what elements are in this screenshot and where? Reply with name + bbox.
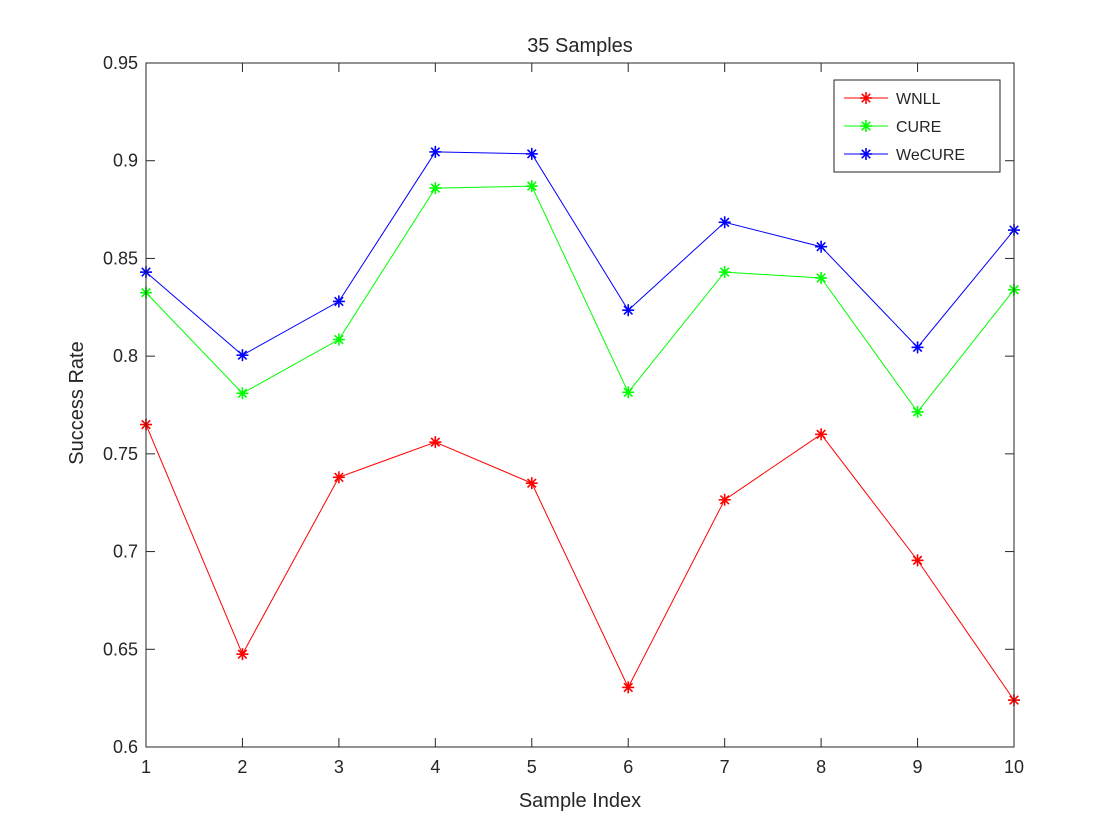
x-tick-label: 5: [527, 757, 537, 777]
data-point: [236, 349, 249, 362]
y-tick-label: 0.75: [103, 444, 138, 464]
legend-label: CURE: [896, 119, 941, 136]
series-line: [145, 151, 1015, 356]
data-point: [718, 266, 731, 279]
data-point: [332, 295, 345, 308]
x-tick-label: 1: [141, 757, 151, 777]
x-tick-label: 3: [334, 757, 344, 777]
data-point: [525, 147, 538, 160]
axes-box: [145, 62, 1015, 748]
legend: WNLL CURE WeCURE: [833, 79, 1001, 173]
data-point: [622, 681, 635, 694]
y-tick-label: 0.95: [103, 53, 138, 73]
legend-label: WNLL: [896, 91, 941, 108]
data-point: [332, 471, 345, 484]
data-point: [332, 333, 345, 346]
data-point: [429, 436, 442, 449]
data-point: [815, 240, 828, 253]
data-point: [622, 386, 635, 399]
y-tick-label: 0.65: [103, 639, 138, 659]
chart-title: 35 Samples: [527, 35, 633, 57]
y-tick-label: 0.7: [113, 542, 138, 562]
data-point: [815, 271, 828, 284]
data-point: [236, 648, 249, 661]
data-point: [911, 554, 924, 567]
legend-marker: [860, 148, 872, 160]
x-tick-label: 7: [720, 757, 730, 777]
y-tick-label: 0.6: [113, 737, 138, 757]
data-point: [718, 493, 731, 506]
data-point: [429, 145, 442, 158]
data-point: [525, 477, 538, 490]
data-point: [911, 405, 924, 418]
series-line: [145, 424, 1015, 701]
series-line: [145, 185, 1015, 413]
y-tick-label: 0.8: [113, 346, 138, 366]
x-tick-label: 2: [237, 757, 247, 777]
legend-item: CURE: [844, 119, 941, 136]
legend-item: WeCURE: [844, 147, 965, 164]
y-axis-label: Success Rate: [66, 341, 88, 464]
x-tick-label: 8: [816, 757, 826, 777]
axes: [145, 62, 1015, 748]
data-point: [815, 428, 828, 441]
data-point: [622, 304, 635, 317]
y-tick-label: 0.85: [103, 248, 138, 268]
y-tick-label: 0.9: [113, 151, 138, 171]
legend-marker: [860, 92, 872, 104]
x-tick-label: 6: [623, 757, 633, 777]
data-point: [236, 387, 249, 400]
data-point: [718, 216, 731, 229]
legend-label: WeCURE: [896, 147, 965, 164]
x-tick-label: 9: [913, 757, 923, 777]
x-tick-label: 4: [430, 757, 440, 777]
x-axis-label: Sample Index: [519, 790, 641, 812]
data-point: [429, 182, 442, 195]
ticks: 1 2 3 4 5 6 7 8 9 10 0.6 0.65 0.7 0.75 0.8 0.85 0.9 0.95: [103, 53, 1024, 777]
x-tick-label: 10: [1004, 757, 1024, 777]
legend-item: WNLL: [844, 91, 941, 108]
legend-marker: [860, 120, 872, 132]
data-point: [911, 341, 924, 354]
data-point: [525, 180, 538, 193]
